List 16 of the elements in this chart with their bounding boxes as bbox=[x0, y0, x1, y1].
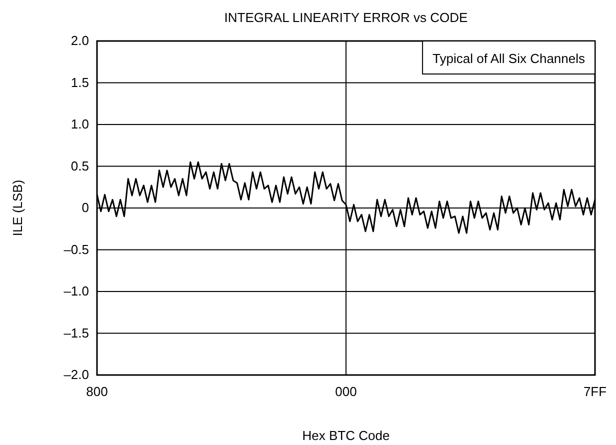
chart-title: INTEGRAL LINEARITY ERROR vs CODE bbox=[224, 10, 468, 25]
y-tick-label: 0 bbox=[82, 200, 89, 216]
y-tick-label: 1.5 bbox=[70, 74, 89, 90]
y-tick-label: 1.0 bbox=[70, 116, 89, 132]
annotation: Typical of All Six Channels bbox=[432, 51, 586, 66]
x-tick-label: 000 bbox=[335, 384, 357, 400]
y-tick-label: 0.5 bbox=[70, 158, 89, 174]
x-axis-title: Hex BTC Code bbox=[302, 428, 390, 443]
y-axis-title: ILE (LSB) bbox=[10, 180, 25, 236]
y-tick-label: –2.0 bbox=[64, 367, 89, 382]
x-tick-label: 800 bbox=[86, 384, 108, 400]
y-tick-label: –1.0 bbox=[64, 284, 89, 299]
x-tick-label: 7FF bbox=[583, 384, 607, 400]
y-tick-label: 2.0 bbox=[70, 33, 89, 48]
y-tick-label: –1.5 bbox=[64, 325, 89, 340]
y-tick-label: –0.5 bbox=[64, 242, 89, 257]
